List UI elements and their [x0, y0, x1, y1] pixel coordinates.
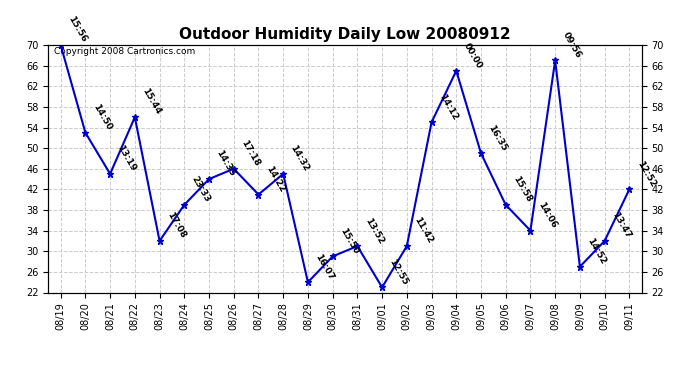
Title: Outdoor Humidity Daily Low 20080912: Outdoor Humidity Daily Low 20080912 — [179, 27, 511, 42]
Text: 14:12: 14:12 — [437, 92, 460, 122]
Text: 17:18: 17:18 — [239, 139, 262, 168]
Text: 16:35: 16:35 — [486, 123, 509, 153]
Text: 15:56: 15:56 — [66, 15, 88, 44]
Text: Copyright 2008 Cartronics.com: Copyright 2008 Cartronics.com — [55, 48, 195, 57]
Text: 14:52: 14:52 — [585, 237, 608, 266]
Text: 11:42: 11:42 — [413, 216, 435, 245]
Text: 12:52: 12:52 — [635, 159, 657, 189]
Text: 16:07: 16:07 — [313, 252, 335, 281]
Text: 14:22: 14:22 — [264, 164, 286, 194]
Text: 14:06: 14:06 — [536, 201, 558, 230]
Text: 13:52: 13:52 — [363, 216, 385, 245]
Text: 23:33: 23:33 — [190, 175, 212, 204]
Text: 15:44: 15:44 — [140, 87, 163, 116]
Text: 13:19: 13:19 — [116, 144, 138, 173]
Text: 14:35: 14:35 — [215, 149, 237, 178]
Text: 13:47: 13:47 — [610, 211, 633, 240]
Text: 15:58: 15:58 — [511, 175, 533, 204]
Text: 14:32: 14:32 — [288, 144, 311, 173]
Text: 00:00: 00:00 — [462, 41, 484, 70]
Text: 14:50: 14:50 — [91, 103, 113, 132]
Text: 17:08: 17:08 — [165, 211, 187, 240]
Text: 12:55: 12:55 — [388, 257, 410, 286]
Text: 15:50: 15:50 — [338, 226, 360, 256]
Text: 09:56: 09:56 — [561, 30, 583, 60]
